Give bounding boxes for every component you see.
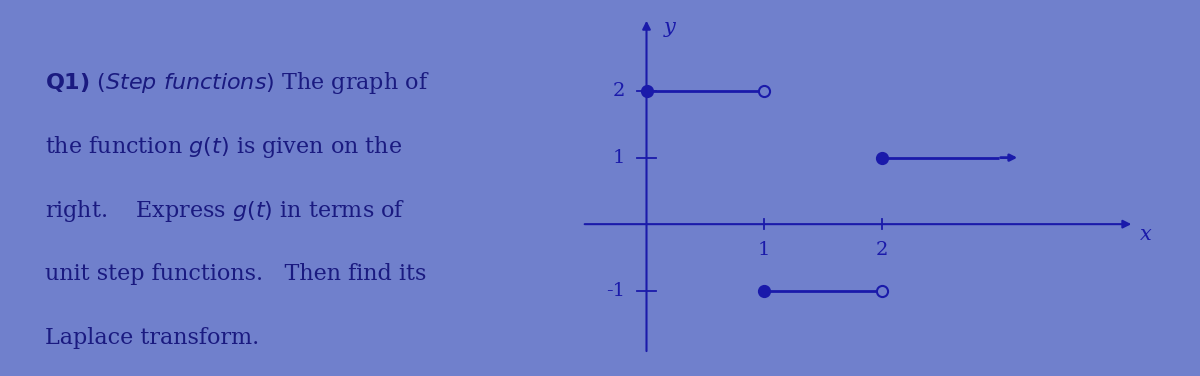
Text: y: y — [664, 18, 676, 37]
Text: -1: -1 — [606, 282, 625, 300]
Text: x: x — [1140, 224, 1152, 244]
Text: Laplace transform.: Laplace transform. — [46, 327, 259, 349]
Text: the function $g(t)$ is given on the: the function $g(t)$ is given on the — [46, 133, 402, 160]
Text: unit step functions.   Then find its: unit step functions. Then find its — [46, 264, 426, 285]
Text: 2: 2 — [875, 241, 888, 259]
Text: 2: 2 — [613, 82, 625, 100]
Text: right.    Express $g(t)$ in terms of: right. Express $g(t)$ in terms of — [46, 197, 406, 224]
Text: $\mathbf{Q1)}$ $\mathit{(Step\ functions)}$ The graph of: $\mathbf{Q1)}$ $\mathit{(Step\ functions… — [46, 70, 430, 96]
Text: 1: 1 — [613, 149, 625, 167]
Text: 1: 1 — [758, 241, 770, 259]
